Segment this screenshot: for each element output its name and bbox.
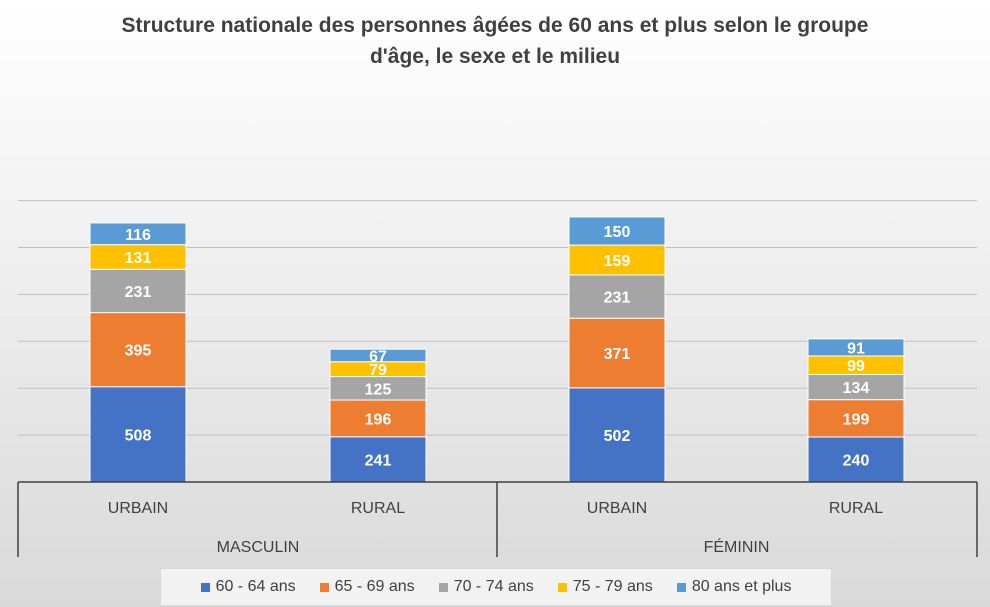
category-label: URBAIN — [587, 500, 647, 517]
data-label: 91 — [847, 340, 865, 357]
category-axis: URBAIN RURAL URBAIN RURAL MASCULIN FÉMININ — [17, 481, 978, 557]
data-label: 502 — [604, 428, 631, 445]
data-label: 67 — [369, 348, 387, 365]
data-label: 159 — [604, 253, 631, 270]
legend-swatch — [557, 582, 567, 592]
legend-swatch — [676, 582, 686, 592]
legend-label: 75 - 79 ans — [572, 578, 653, 595]
legend-label: 65 - 69 ans — [334, 578, 415, 595]
bar-segment — [329, 348, 427, 363]
group-label: FÉMININ — [704, 537, 770, 556]
data-label: 150 — [604, 224, 631, 241]
legend-swatch — [319, 582, 329, 592]
legend-label: 60 - 64 ans — [215, 578, 296, 595]
data-label: 231 — [125, 284, 152, 301]
group-label: MASCULIN — [217, 539, 300, 556]
data-label: 196 — [365, 411, 392, 428]
legend-item: 80 ans et plus — [676, 578, 792, 596]
legend-item: 75 - 79 ans — [557, 578, 653, 596]
data-label: 241 — [365, 452, 392, 469]
data-label: 125 — [365, 381, 392, 398]
legend: 60 - 64 ans 65 - 69 ans 70 - 74 ans 75 - 79… — [160, 568, 832, 606]
category-label: RURAL — [351, 500, 405, 517]
data-label: 116 — [125, 227, 151, 244]
category-label: RURAL — [829, 500, 883, 517]
data-label: 508 — [125, 427, 152, 444]
legend-swatch — [438, 582, 448, 592]
data-label: 99 — [847, 358, 865, 375]
bar-segment — [807, 374, 905, 401]
legend-item: 65 - 69 ans — [319, 578, 415, 596]
category-label: URBAIN — [108, 500, 168, 517]
bar-segment — [807, 338, 905, 357]
bar-segment — [568, 387, 666, 483]
legend-label: 70 - 74 ans — [453, 578, 534, 595]
bar-segment — [568, 274, 666, 319]
bar-segment — [807, 399, 905, 438]
bar-segment — [89, 222, 187, 246]
legend-item: 70 - 74 ans — [438, 578, 534, 596]
bar-segment — [568, 317, 666, 389]
data-label: 79 — [369, 362, 387, 379]
data-label: 199 — [843, 411, 870, 428]
chart-title: Structure nationale des personnes âgées … — [121, 14, 869, 68]
data-label: 131 — [125, 250, 152, 267]
bar-segment — [568, 244, 666, 276]
data-label: 240 — [843, 452, 870, 469]
legend-label: 80 ans et plus — [691, 578, 792, 595]
data-label: 134 — [843, 380, 870, 397]
legend-swatch — [200, 582, 210, 592]
data-label: 371 — [604, 346, 631, 363]
data-label: 231 — [604, 290, 631, 307]
legend-item: 60 - 64 ans — [200, 578, 296, 596]
bar-segment — [568, 216, 666, 246]
data-label: 395 — [125, 343, 152, 360]
